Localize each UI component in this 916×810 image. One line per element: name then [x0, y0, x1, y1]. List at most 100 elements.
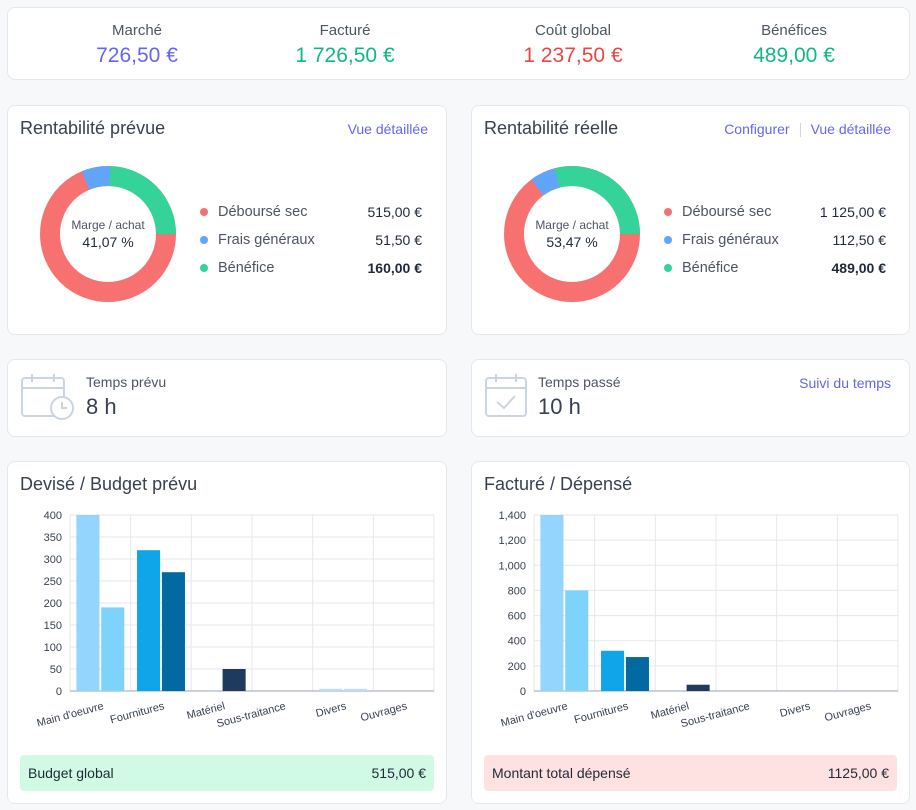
kpi-label: Facturé — [319, 22, 371, 39]
legend-name: Frais généraux — [682, 232, 779, 248]
y-tick-label: 400 — [508, 636, 526, 648]
footer-value: 1125,00 € — [827, 765, 889, 781]
kpi-value: 1 726,50 € — [295, 44, 395, 67]
donut-center-value: 53,47 % — [546, 234, 598, 250]
y-tick-label: 300 — [44, 554, 62, 566]
budget-global-footer: Budget global 515,00 € — [20, 755, 434, 791]
legend-dot — [200, 208, 208, 216]
footer-label: Budget global — [28, 765, 114, 781]
legend-name: Bénéfice — [682, 260, 739, 276]
legend: Déboursé sec 1 125,00 € Frais généraux 1… — [664, 198, 886, 282]
legend-name: Déboursé sec — [218, 204, 308, 220]
kpi-value: 1 237,50 € — [523, 44, 623, 67]
temps-prevu-card: Temps prévu 8 h — [7, 359, 447, 437]
legend-item: Frais généraux 112,50 € — [664, 226, 886, 254]
kpi-value: 726,50 € — [96, 44, 178, 67]
y-tick-label: 800 — [508, 585, 526, 597]
y-tick-label: 600 — [508, 611, 526, 623]
legend-dot — [200, 264, 208, 272]
donut-center-value: 41,07 % — [82, 234, 134, 250]
kpi-label: Marché — [111, 22, 163, 39]
vue-detaillee-link[interactable]: Vue détaillée — [347, 121, 428, 137]
card-title: Rentabilité réelle — [484, 118, 619, 138]
bar — [540, 515, 564, 691]
x-tick-label: Divers — [779, 700, 813, 720]
legend-item: Déboursé sec 1 125,00 € — [664, 198, 886, 226]
legend-item: Bénéfice 160,00 € — [200, 254, 422, 282]
legend-name: Bénéfice — [218, 260, 275, 276]
donut-chart-reelle — [504, 166, 640, 302]
legend-dot — [664, 264, 672, 272]
y-tick-label: 100 — [44, 642, 62, 654]
temps-passe-label: Temps passé — [538, 374, 621, 390]
legend-value: 1 125,00 € — [819, 204, 886, 220]
bar — [625, 657, 649, 691]
card-links: Configurer Vue détaillée — [724, 121, 891, 139]
montant-depense-footer: Montant total dépensé 1125,00 € — [484, 755, 897, 791]
devise-budget-card: Devisé / Budget prévu 0 50 100 150 200 250 300… — [7, 461, 447, 804]
donut-segment-benefice — [40, 166, 176, 302]
donut-chart-prevue — [40, 166, 176, 302]
bar — [76, 515, 100, 691]
x-tick-label: Main d'oeuvre — [500, 700, 570, 729]
x-tick-label: Sous-traitance — [679, 700, 751, 730]
bar-chart-facture-depense: 0 200 400 600 800 1,000 1,200 1,400 Main d'oeuvr… — [498, 510, 899, 730]
y-tick-label: 400 — [44, 510, 62, 522]
y-tick-label: 1,400 — [498, 510, 526, 522]
y-tick-label: 250 — [44, 576, 62, 588]
kpi-facture: Facturé 1 726,50 € — [235, 22, 455, 68]
bar — [161, 572, 185, 691]
temps-prevu-value: 8 h — [86, 394, 117, 419]
y-tick-label: 1,000 — [498, 560, 526, 572]
legend-value: 515,00 € — [367, 204, 423, 220]
temps-passe-value: 10 h — [538, 394, 581, 419]
temps-passe-card: Temps passé 10 h Suivi du temps — [471, 359, 910, 437]
kpi-label: Coût global — [535, 22, 611, 39]
x-tick-label: Divers — [315, 700, 349, 720]
kpi-bar: Marché 726,50 € Facturé 1 726,50 € Coût … — [7, 7, 910, 80]
y-tick-label: 350 — [44, 532, 62, 544]
legend-value: 51,50 € — [375, 232, 422, 248]
configurer-link[interactable]: Configurer — [724, 121, 790, 137]
x-tick-label: Fournitures — [109, 700, 166, 726]
legend-dot — [664, 208, 672, 216]
temps-prevu-label: Temps prévu — [86, 374, 167, 390]
kpi-marche: Marché 726,50 € — [27, 22, 247, 68]
y-tick-label: 50 — [50, 664, 62, 676]
donut-center-label: Marge / achat — [535, 218, 609, 232]
x-tick-label: Main d'oeuvre — [36, 700, 106, 729]
y-tick-label: 1,200 — [498, 535, 526, 547]
x-tick-label: Sous-traitance — [215, 700, 287, 730]
y-tick-label: 200 — [508, 661, 526, 673]
legend-value: 112,50 € — [832, 232, 886, 248]
donut-center: Marge / achat 41,07 % — [40, 166, 176, 302]
kpi-label: Bénéfices — [761, 22, 827, 39]
kpi-benefices: Bénéfices 489,00 € — [684, 22, 904, 68]
bar-chart-devise-budget: 0 50 100 150 200 250 300 350 400 Main d'oeuvre Fou… — [36, 510, 435, 730]
y-tick-label: 0 — [520, 686, 526, 698]
x-tick-label: Ouvrages — [359, 700, 409, 724]
suivi-du-temps-link[interactable]: Suivi du temps — [799, 375, 891, 391]
kpi-cout-global: Coût global 1 237,50 € — [463, 22, 683, 68]
vue-detaillee-link[interactable]: Vue détaillée — [810, 121, 891, 137]
bar — [686, 684, 710, 691]
rentabilite-reelle-card: Rentabilité réelle Configurer Vue détaill… — [471, 105, 910, 335]
donut-segment-benefice — [504, 166, 640, 302]
bar — [343, 688, 367, 691]
card-title: Devisé / Budget prévu — [20, 474, 198, 494]
donut-segment-frais — [40, 166, 176, 302]
legend-name: Frais généraux — [218, 232, 315, 248]
bar — [565, 590, 589, 691]
bar — [101, 607, 125, 691]
donut-center: Marge / achat 53,47 % — [504, 166, 640, 302]
y-tick-label: 200 — [44, 598, 62, 610]
rentabilite-prevue-card: Rentabilité prévue Vue détaillée Marge /… — [7, 105, 447, 335]
donut-center-label: Marge / achat — [71, 218, 145, 232]
card-title: Facturé / Dépensé — [484, 474, 633, 494]
calendar-clock-icon — [21, 374, 74, 420]
y-tick-label: 0 — [56, 686, 62, 698]
legend-dot — [200, 236, 208, 244]
x-tick-label: Fournitures — [573, 700, 630, 726]
footer-value: 515,00 € — [371, 765, 427, 781]
bar — [222, 669, 246, 691]
